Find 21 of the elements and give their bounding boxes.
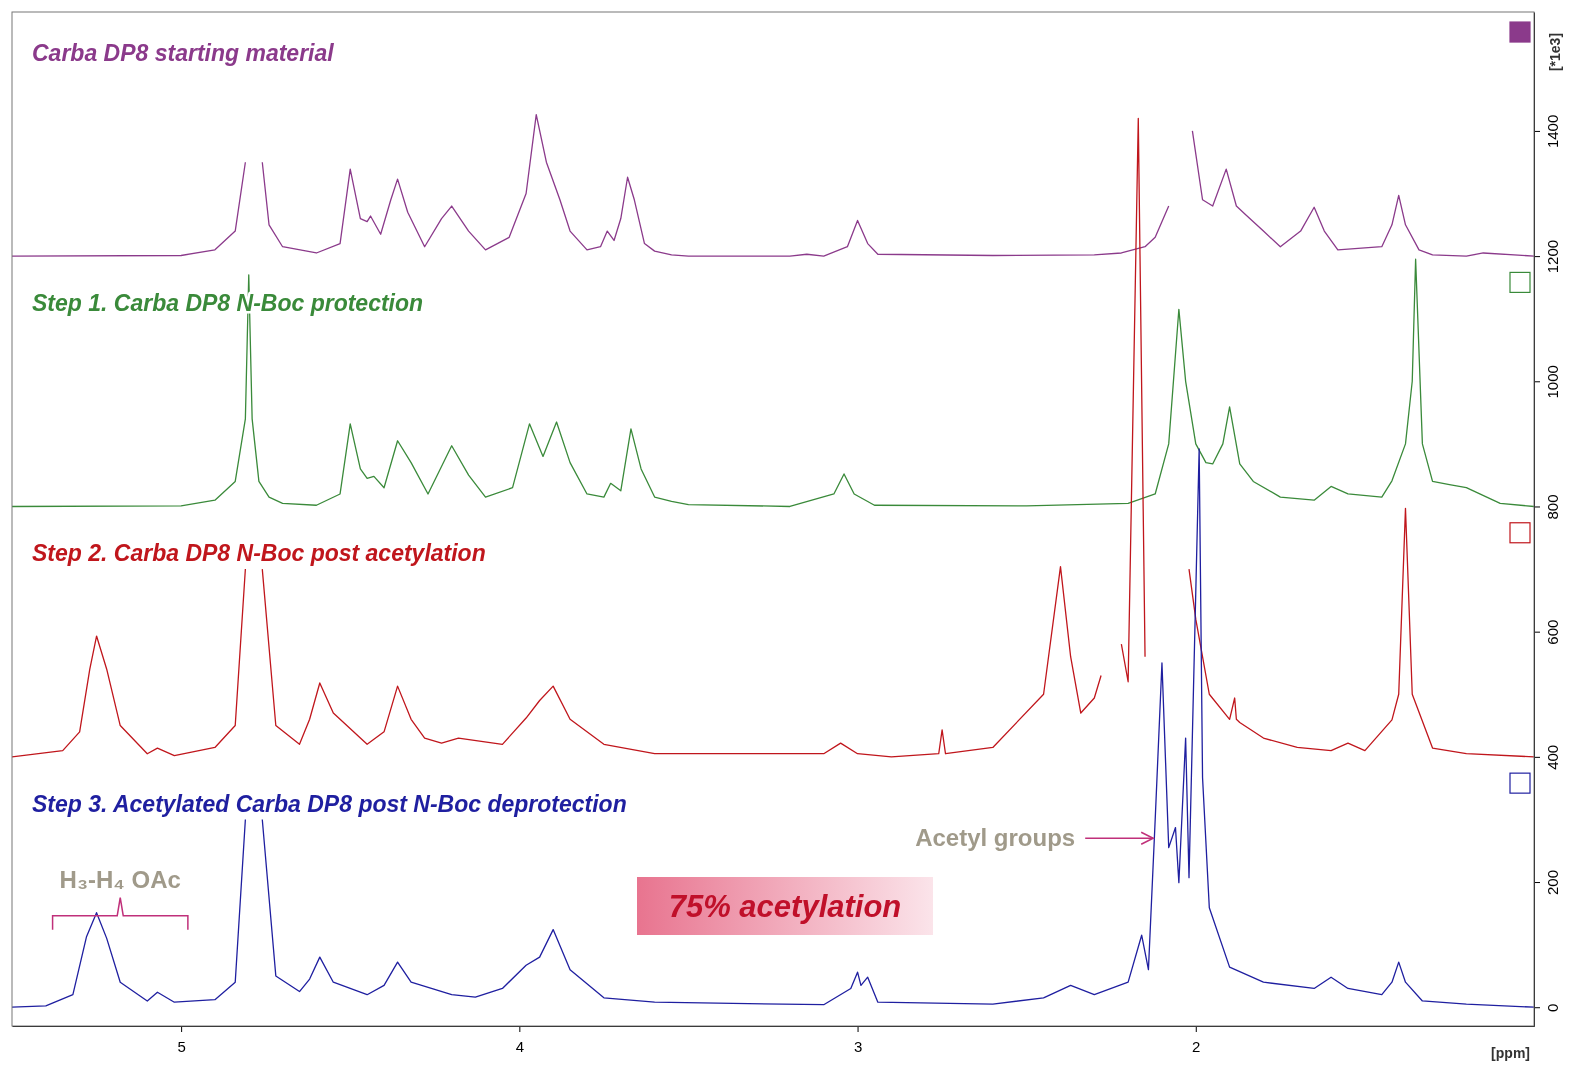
y-tick-label: 800 [1544,494,1561,520]
annotation: Acetyl groups [915,824,1076,852]
x-axis-title: [ppm] [1491,1045,1530,1061]
series-label: Step 2. Carba DP8 N-Boc post acetylation [32,540,486,567]
y-tick-label: 200 [1544,870,1561,896]
y-tick-label: 1000 [1544,365,1561,399]
text: Step 3. Acetylated Carba DP8 post N-Boc deprotection [32,790,627,817]
text: Carba DP8 starting material [32,39,335,66]
x-tick-label: 5 [177,1037,186,1055]
line-series [12,258,1534,508]
x-tick-label: 3 [853,1037,863,1055]
y-tick-label: 1400 [1544,114,1561,149]
x-tick-label: 4 [515,1037,525,1055]
annotation: H₃-H₄ OAc [59,865,181,893]
annotation: 75% acetylation [668,889,902,924]
y-axis-title: [*1e3] [1547,32,1563,72]
x-tick-label: 2 [1192,1037,1201,1055]
y-tick-label: 0 [1544,1003,1561,1012]
y-tick-label: 400 [1544,744,1561,770]
y-tick-label: 600 [1544,619,1561,645]
y-tick-label: 1200 [1544,239,1561,274]
